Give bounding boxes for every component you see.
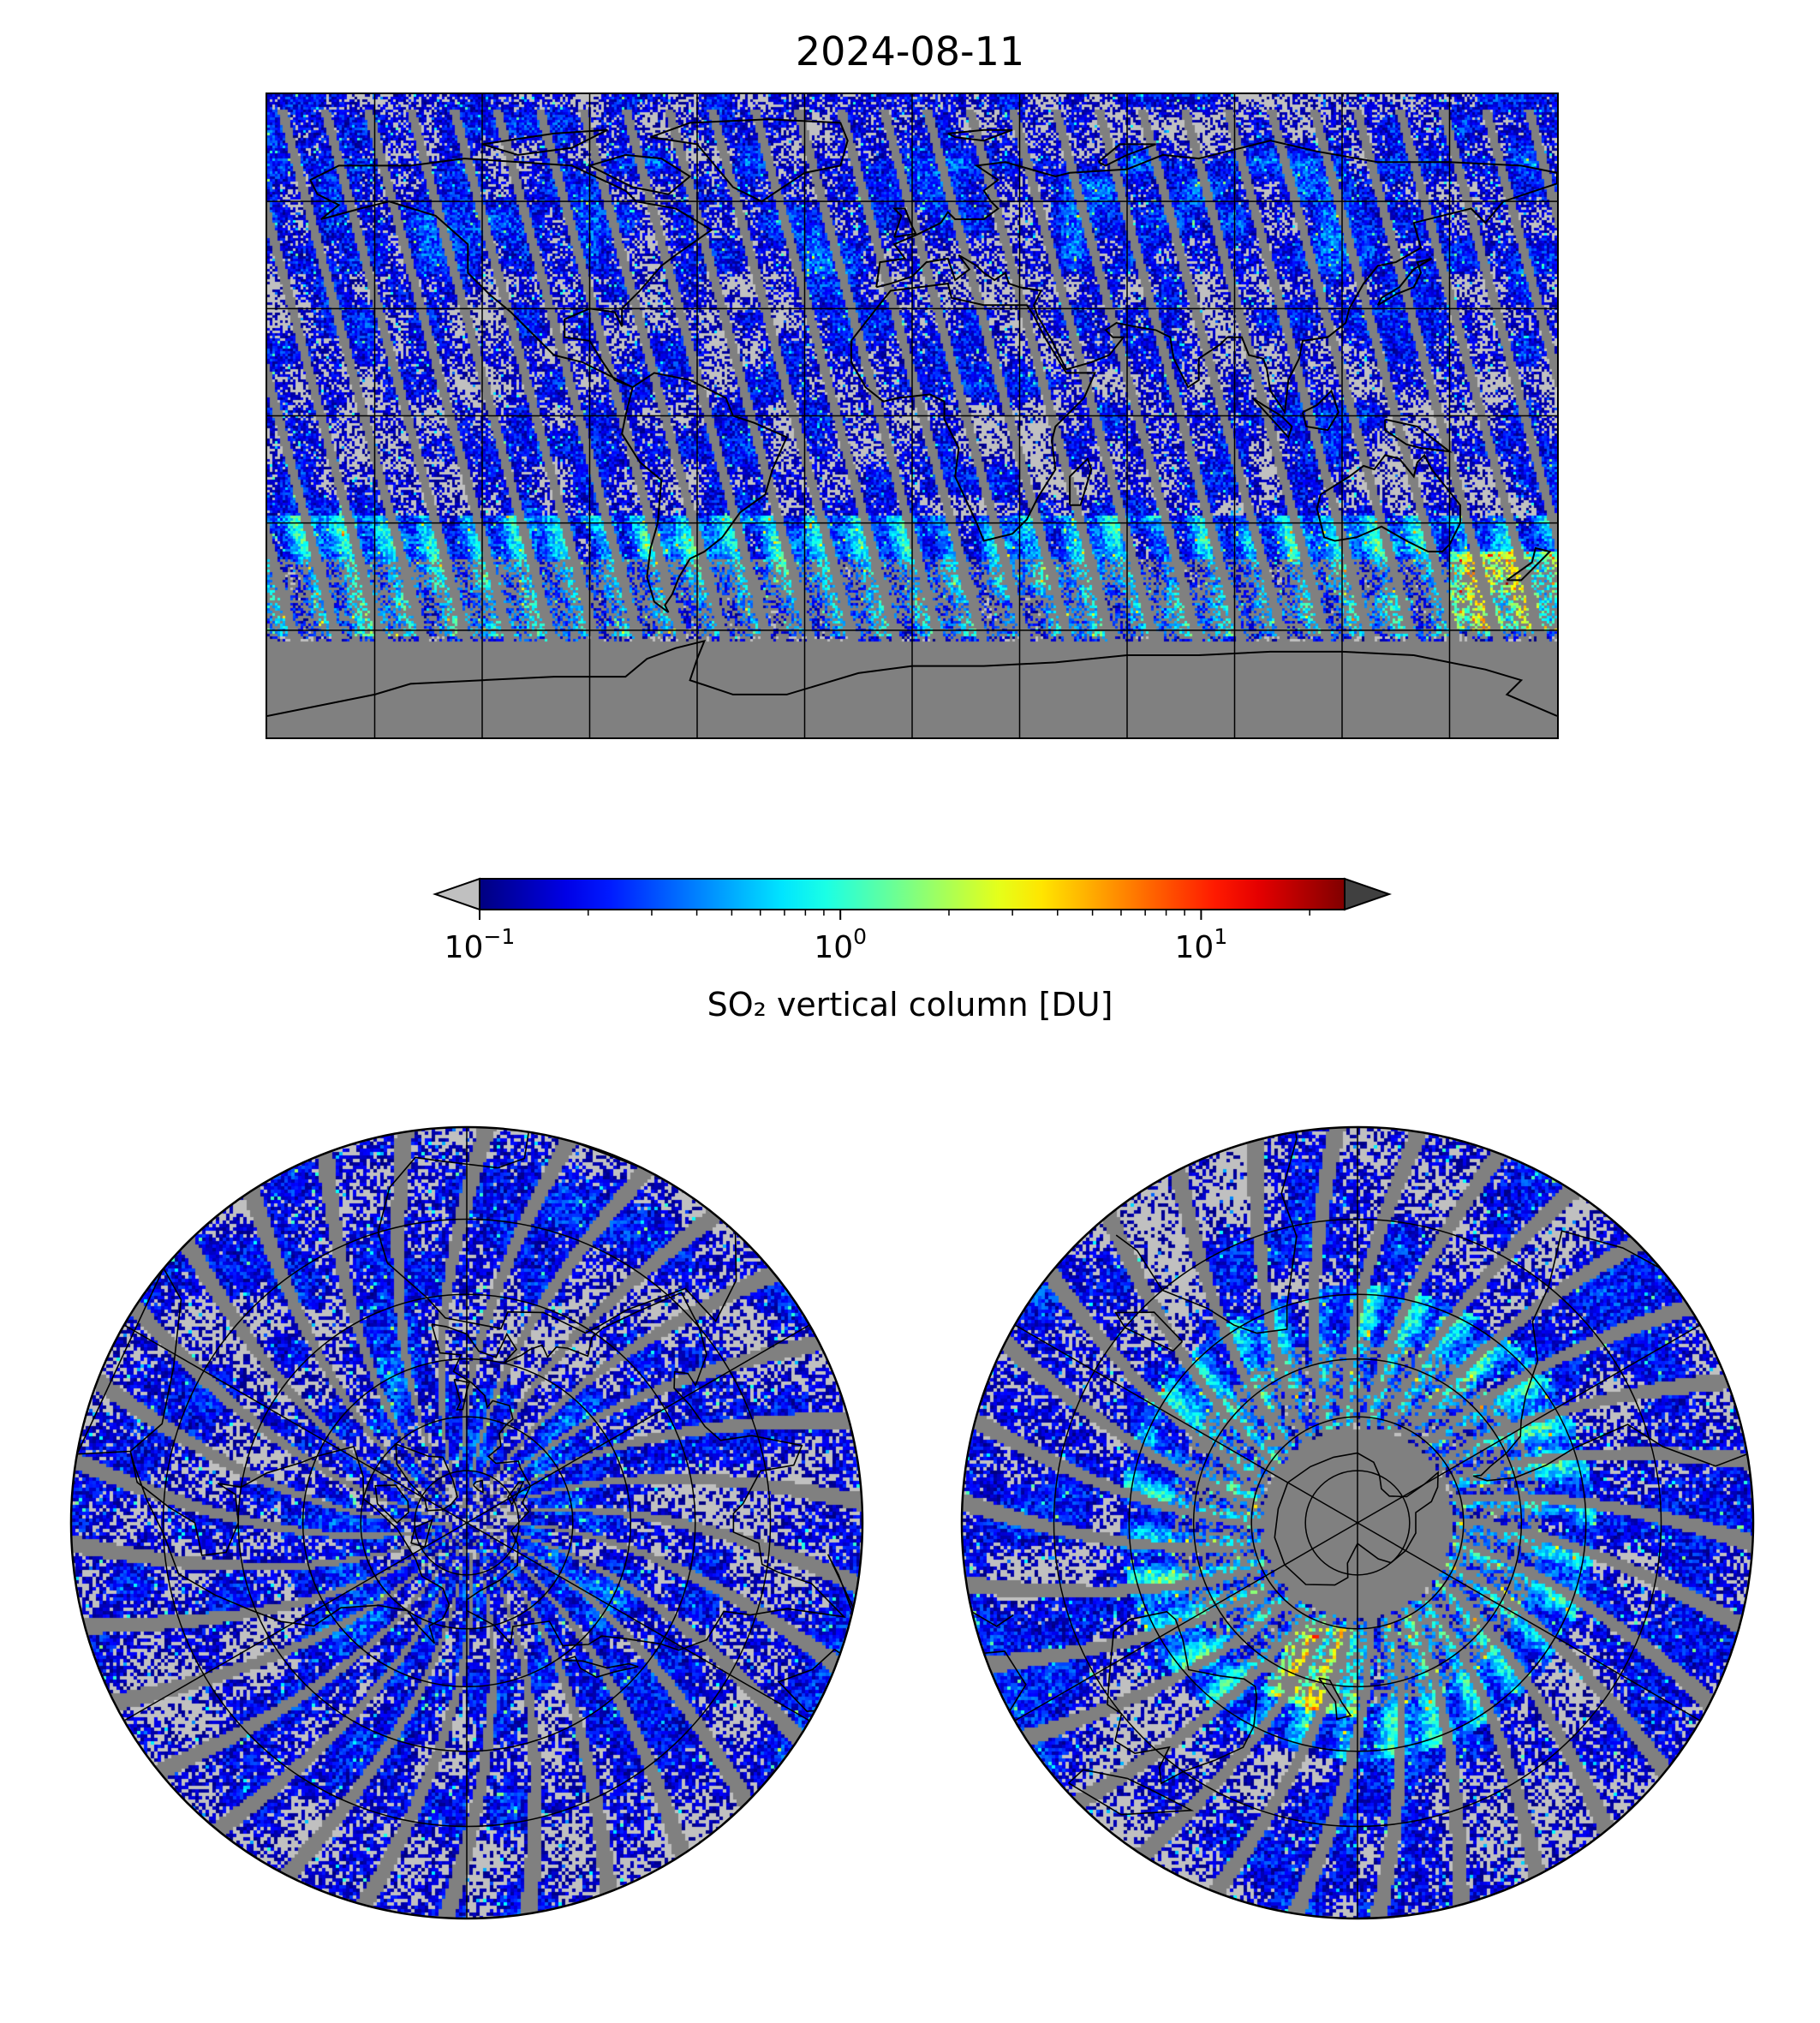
north-meridian-gridline bbox=[123, 1324, 468, 1524]
south-map-border bbox=[960, 1125, 1755, 1920]
south-meridian-gridline bbox=[1014, 1522, 1358, 1722]
north-coastline bbox=[410, 1519, 433, 1549]
colorbar-label: SO₂ vertical column [DU] bbox=[707, 986, 1113, 1023]
colorbar-under-extension bbox=[433, 877, 480, 911]
global-coastline bbox=[1302, 389, 1340, 432]
north-polar-overlay bbox=[69, 1125, 864, 1920]
north-coastline bbox=[563, 1656, 639, 1679]
global-so2-map bbox=[266, 92, 1559, 739]
global-coastline bbox=[587, 153, 692, 195]
global-coastline bbox=[892, 207, 917, 238]
south-coastline bbox=[1068, 1769, 1195, 1816]
north-coastline bbox=[728, 1792, 784, 1848]
north-coastline bbox=[129, 1446, 451, 1644]
south-coastline bbox=[1115, 1127, 1417, 1334]
north-coastline bbox=[377, 1127, 737, 1334]
north-polar-so2-map bbox=[69, 1125, 865, 1921]
north-coastline bbox=[395, 1442, 458, 1512]
north-coastline bbox=[507, 1481, 525, 1507]
north-coastline bbox=[431, 1292, 846, 1651]
south-polar-overlay-group bbox=[962, 1127, 1748, 1919]
colorbar: 10−1 100 101 bbox=[433, 877, 1392, 965]
colorbar-tick-label: 10−1 bbox=[445, 924, 516, 965]
global-coastline bbox=[1069, 457, 1093, 506]
global-coastline bbox=[1097, 143, 1156, 167]
global-coastline bbox=[481, 128, 608, 156]
north-coastline bbox=[453, 1378, 470, 1411]
south-coastline bbox=[1114, 1311, 1184, 1352]
south-meridian-gridline bbox=[1014, 1324, 1358, 1524]
south-coastline bbox=[1274, 1452, 1439, 1586]
south-meridian-gridline bbox=[1357, 1522, 1701, 1722]
south-coastline bbox=[1107, 1610, 1258, 1785]
global-map-overlay bbox=[267, 94, 1557, 737]
south-meridian-gridline bbox=[1357, 1324, 1701, 1524]
south-polar-overlay bbox=[960, 1125, 1755, 1920]
south-polar-so2-map bbox=[959, 1125, 1756, 1921]
south-coastline bbox=[1318, 1677, 1352, 1721]
colorbar-over-extension bbox=[1344, 877, 1392, 911]
global-coastline bbox=[1506, 546, 1552, 582]
global-coastline bbox=[1384, 418, 1453, 453]
global-coastline bbox=[309, 158, 713, 389]
global-coastline bbox=[1376, 257, 1433, 307]
north-meridian-gridline bbox=[466, 1522, 810, 1722]
colorbar-tick-label: 101 bbox=[1175, 924, 1228, 965]
figure-title: 2024-08-11 bbox=[795, 28, 1025, 75]
south-coastline bbox=[1472, 1230, 1748, 1482]
south-coastline bbox=[962, 1580, 1014, 1627]
global-coastline bbox=[650, 118, 849, 203]
north-coastline bbox=[473, 1479, 484, 1494]
global-coastline bbox=[1316, 453, 1461, 552]
north-meridian-gridline bbox=[466, 1324, 810, 1524]
global-coastline bbox=[621, 372, 788, 613]
colorbar-gradient bbox=[479, 878, 1346, 910]
north-polar-overlay-group bbox=[75, 1127, 862, 1919]
colorbar-tick-label: 100 bbox=[814, 924, 867, 965]
north-map-border bbox=[69, 1125, 864, 1920]
global-coastline bbox=[947, 128, 1013, 142]
global-coastline bbox=[850, 282, 1096, 542]
north-coastline bbox=[75, 1227, 183, 1455]
north-meridian-gridline bbox=[123, 1522, 468, 1722]
global-coastline bbox=[1251, 397, 1293, 439]
global-coastline bbox=[267, 639, 1557, 717]
north-coastline bbox=[374, 1484, 409, 1525]
south-coastline bbox=[973, 1650, 1027, 1720]
global-coastline bbox=[875, 140, 1557, 415]
